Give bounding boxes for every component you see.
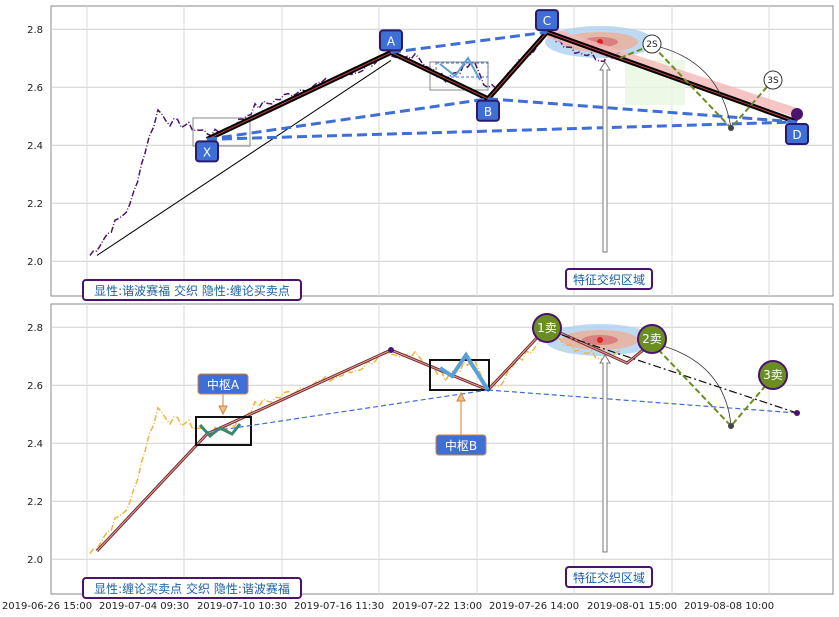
y-tick-label: 2.0 [27, 257, 43, 268]
price-line [89, 30, 621, 256]
projection-line [651, 342, 774, 428]
end-dot [791, 108, 803, 120]
y-tick-label: 2.4 [27, 141, 43, 152]
pivot-box-inner [435, 62, 489, 78]
x-tick-label: 2019-07-16 11:30 [294, 601, 384, 612]
harmonic-leg-inner [487, 31, 548, 100]
zone-center-dot [597, 337, 603, 343]
end-dot [794, 410, 800, 416]
y-tick-label: 2.2 [27, 199, 43, 210]
x-tick-label: 2019-07-26 14:00 [489, 601, 579, 612]
zone-caption-box [565, 566, 653, 588]
top-caption-box [82, 279, 302, 301]
dashdot-line [546, 329, 798, 414]
projection-line [619, 43, 774, 130]
pattern-point-badge [476, 99, 500, 122]
red-band [547, 26, 797, 118]
zone-caption-box [565, 268, 653, 290]
projection-point [728, 125, 734, 131]
pattern-point-label: C [543, 14, 551, 28]
x-tick-labels: 2019-06-26 15:00 2019-07-04 09:30 2019-07-… [2, 601, 774, 612]
pivot-a-arrowhead [218, 405, 228, 416]
projection-label: 3S [767, 76, 779, 86]
stroke-segments-inner [96, 326, 653, 552]
pivot-a-badge [197, 373, 249, 395]
x-tick-label: 2019-07-22 13:00 [392, 601, 482, 612]
y-tick-label: 2.6 [27, 381, 43, 392]
sell-signal-marker [532, 313, 562, 343]
pivot-b-label: 中枢B [445, 438, 477, 453]
pattern-point-label: B [484, 105, 492, 119]
x-tick-label: 2019-07-10 10:30 [197, 601, 287, 612]
top-caption: 显性:谐波赛福 交织 隐性:缠论买卖点 [94, 283, 290, 298]
bottom-grid: 2.0 2.2 2.4 2.6 2.8 [27, 304, 833, 594]
pivot-box [192, 117, 251, 147]
sell-signal-marker [758, 360, 788, 390]
top-grid: 2.0 2.2 2.4 2.6 2.8 [27, 6, 833, 296]
projection-point [728, 423, 734, 429]
pivot-b-arrowhead [456, 391, 466, 402]
zone-arrow [599, 354, 611, 553]
zone-arrow [599, 61, 611, 253]
projection-arc [651, 342, 732, 427]
pattern-point-label: D [792, 128, 801, 142]
y-tick-label: 2.2 [27, 497, 43, 508]
projection-arc [651, 44, 732, 129]
trend-line-thin [96, 59, 392, 256]
x-tick-label: 2019-06-26 15:00 [2, 601, 92, 612]
bottom-caption: 显性:缠论买卖点 交织 隐性:谐波赛福 [94, 581, 290, 596]
pattern-point-badge [195, 140, 219, 163]
harmonic-leg-inner [390, 51, 489, 100]
pivot-zigzag [439, 56, 481, 81]
price-line [89, 328, 621, 554]
pattern-point-badge [379, 29, 403, 52]
y-tick-label: 2.8 [27, 25, 43, 36]
zone-caption: 特征交织区域 [573, 272, 645, 287]
x-tick-label: 2019-08-08 10:00 [684, 601, 774, 612]
harmonic-leg-inner [206, 51, 392, 140]
top-panel-frame [50, 5, 834, 297]
projection-marker [642, 34, 662, 54]
sell-signal-label: 3卖 [763, 368, 783, 382]
vertex-dot [388, 347, 394, 353]
stroke-segments [95, 325, 653, 553]
dashed-connector [487, 389, 798, 414]
zone-caption: 特征交织区域 [573, 570, 645, 585]
bottom-panel-frame [50, 303, 834, 595]
x-tick-label: 2019-07-04 09:30 [99, 601, 189, 612]
projection-label: 2S [646, 40, 658, 50]
pivot-box-b [429, 359, 490, 391]
dashed-connector [206, 389, 489, 433]
pivot-a-label: 中枢A [207, 377, 240, 392]
sell-signal-label: 1卖 [537, 321, 557, 335]
pivot-a-zigzag [198, 423, 242, 439]
y-tick-label: 2.8 [27, 323, 43, 334]
projection-marker [763, 70, 783, 90]
harmonic-connector [206, 97, 489, 141]
sell-signal-marker [637, 324, 667, 354]
pivot-b-zigzag [438, 351, 490, 392]
harmonic-connector [206, 120, 798, 141]
pattern-point-label: A [387, 34, 396, 48]
pattern-point-badge [535, 9, 559, 32]
harmonic-connector [487, 97, 798, 124]
x-tick-label: 2019-08-01 15:00 [587, 601, 677, 612]
y-tick-label: 2.4 [27, 439, 43, 450]
harmonic-leg-inner [546, 31, 798, 123]
y-tick-label: 2.6 [27, 83, 43, 94]
pivot-box-a [195, 416, 252, 446]
sell-signal-label: 2卖 [642, 332, 662, 346]
pattern-point-label: X [203, 145, 211, 159]
pivot-b-badge [435, 434, 487, 456]
y-tick-label: 2.0 [27, 555, 43, 566]
harmonic-connector [390, 30, 548, 54]
bottom-caption-box [82, 577, 302, 599]
top-panel-layer: 2S 3S X A B C D 显性:谐波赛福 交织 隐性:缠论买卖点 特征交织区域 [82, 9, 809, 301]
pattern-point-badge [785, 123, 809, 145]
